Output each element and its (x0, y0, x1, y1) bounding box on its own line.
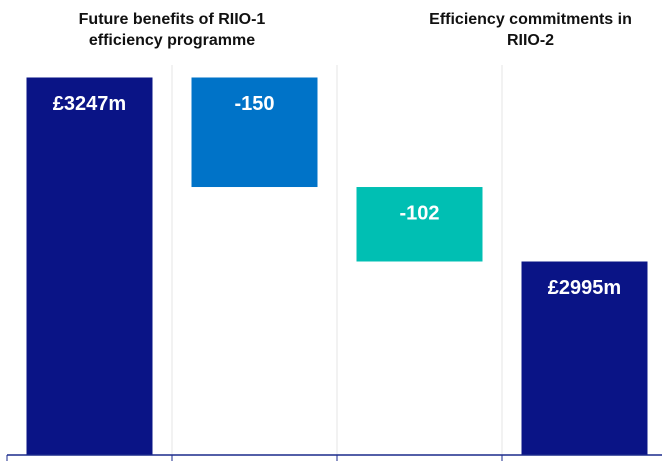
bar (191, 77, 318, 188)
value-label: -102 (399, 202, 439, 224)
value-label: £3247m (53, 93, 126, 115)
value-label: £2995m (548, 277, 621, 299)
bar (521, 261, 648, 455)
value-label: -150 (234, 93, 274, 115)
group-header: Future benefits of RIIO-1 efficiency pro… (78, 11, 266, 49)
group-header: Efficiency commitments in RIIO-2 (429, 11, 632, 49)
bar (356, 187, 483, 262)
bar (26, 77, 153, 455)
